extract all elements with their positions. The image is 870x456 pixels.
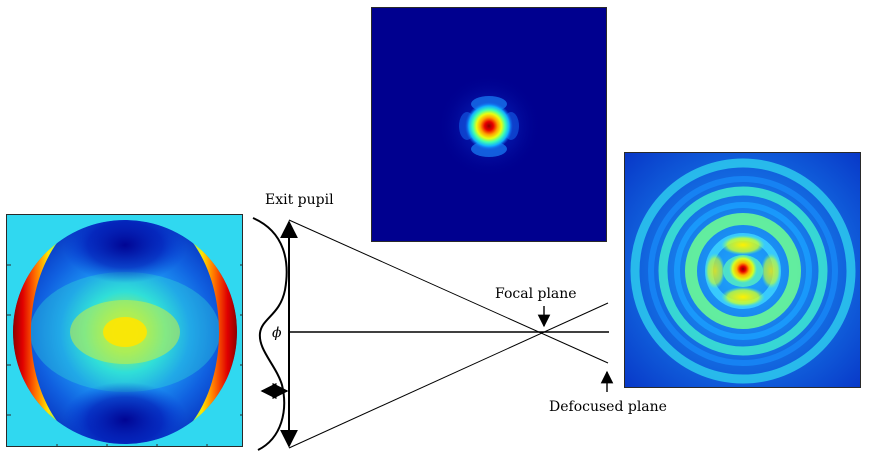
wavefront-curve [252, 217, 288, 451]
focal-psf-image [371, 7, 607, 242]
defocused-plane-label: Defocused plane [549, 399, 667, 415]
top-dark-lobe [63, 220, 187, 283]
focal-plane-label: Focal plane [495, 286, 577, 302]
phase-symbol-label: ϕ [272, 325, 282, 341]
defocus-central-peak [729, 255, 757, 283]
psf-central-peak [465, 102, 513, 150]
bottom-dark-lobe [63, 382, 187, 444]
defocus-ring-outer [630, 158, 856, 384]
exit-pupil-label: Exit pupil [265, 192, 334, 208]
defocused-psf-image [624, 152, 861, 388]
pupil-phase-map [6, 214, 243, 447]
upper-marginal-ray [288, 219, 609, 364]
defocus-ring-inner [685, 213, 801, 329]
lower-marginal-ray [288, 302, 609, 449]
defocus-ring-middle [658, 186, 828, 356]
